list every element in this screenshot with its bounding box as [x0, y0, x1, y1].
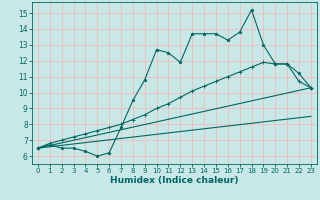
X-axis label: Humidex (Indice chaleur): Humidex (Indice chaleur): [110, 176, 239, 185]
